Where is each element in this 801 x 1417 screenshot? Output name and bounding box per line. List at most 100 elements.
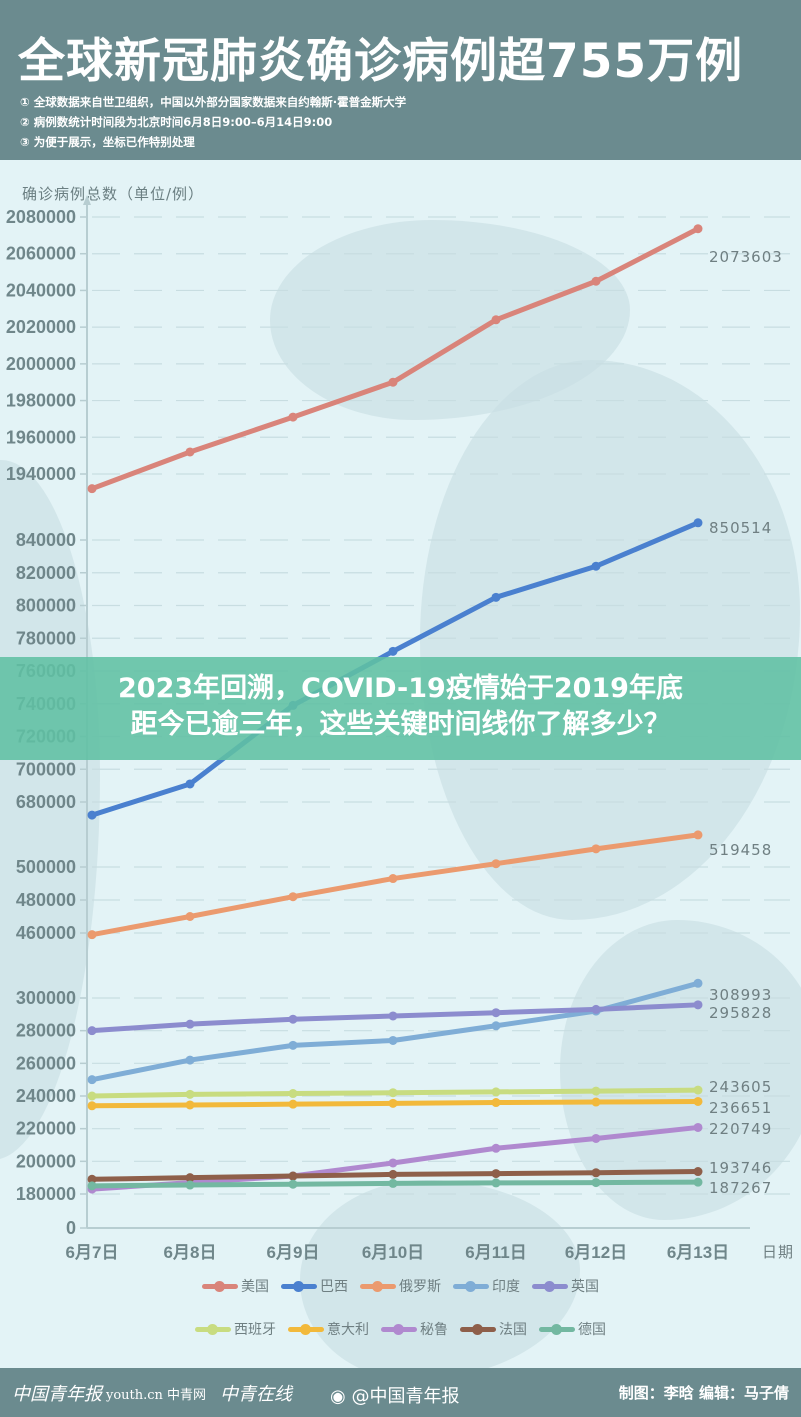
data-point[interactable] (87, 1101, 97, 1111)
data-point[interactable] (288, 412, 298, 422)
data-point[interactable] (185, 912, 195, 921)
data-point[interactable] (693, 224, 703, 234)
data-point[interactable] (185, 1055, 195, 1065)
logo-cyd: 中国青年报 (12, 1384, 102, 1405)
data-point[interactable] (185, 1019, 195, 1029)
data-point[interactable] (491, 1008, 501, 1018)
data-point[interactable] (87, 1026, 97, 1036)
data-point[interactable] (693, 1085, 703, 1095)
data-point[interactable] (591, 561, 601, 571)
data-point[interactable] (185, 1089, 195, 1099)
data-point[interactable] (591, 1168, 601, 1178)
data-point[interactable] (87, 1181, 97, 1191)
data-point[interactable] (693, 1167, 703, 1177)
data-point[interactable] (288, 892, 298, 902)
legend-label: 印度 (492, 1279, 520, 1295)
legend-item[interactable]: 美国 (202, 1276, 269, 1296)
legend-item[interactable]: 俄罗斯 (360, 1276, 441, 1296)
data-point[interactable] (693, 518, 703, 528)
legend-item[interactable]: 秘鲁 (381, 1319, 448, 1339)
data-point[interactable] (388, 1011, 398, 1021)
data-point[interactable] (591, 1004, 601, 1014)
data-point[interactable] (491, 1169, 501, 1179)
data-point[interactable] (591, 844, 601, 854)
end-value-label: 295828 (709, 1004, 772, 1022)
data-point[interactable] (288, 1040, 298, 1050)
data-point[interactable] (288, 1089, 298, 1099)
data-point[interactable] (693, 1000, 703, 1010)
data-point[interactable] (388, 1178, 398, 1188)
data-point[interactable] (388, 1035, 398, 1045)
data-point[interactable] (288, 1179, 298, 1189)
data-point[interactable] (87, 1091, 97, 1101)
weibo-handle: ◉ @中国青年报 (330, 1386, 460, 1407)
legend-label: 秘鲁 (420, 1322, 448, 1338)
data-point[interactable] (693, 830, 703, 840)
end-value-label: 193746 (709, 1159, 772, 1177)
data-point[interactable] (388, 646, 398, 656)
legend-label: 法国 (499, 1322, 527, 1338)
y-axis-label: 确诊病例总数（单位/例） (22, 185, 205, 203)
overlay-banner: 2023年回溯，COVID-19疫情始于2019年底 距今已逾三年，这些关键时间… (0, 657, 801, 760)
legend-item[interactable]: 西班牙 (195, 1319, 276, 1339)
data-point[interactable] (185, 779, 195, 789)
legend-item[interactable]: 印度 (453, 1276, 520, 1296)
legend-item[interactable]: 英国 (532, 1276, 599, 1296)
chart-title: 全球新冠肺炎确诊病例超755万例 (18, 34, 744, 89)
y-tick-label: 1980000 (6, 391, 76, 411)
data-point[interactable] (591, 1133, 601, 1143)
plot-area (0, 160, 801, 1368)
end-value-label: 187267 (709, 1179, 772, 1197)
data-point[interactable] (491, 859, 501, 869)
end-value-label: 220749 (709, 1120, 772, 1138)
data-point[interactable] (388, 1088, 398, 1098)
data-point[interactable] (693, 1122, 703, 1132)
legend-item[interactable]: 德国 (539, 1319, 606, 1339)
data-point[interactable] (388, 1169, 398, 1179)
y-tick-label: 220000 (16, 1119, 76, 1139)
end-value-label: 519458 (709, 841, 772, 859)
y-tick-label: 280000 (16, 1021, 76, 1041)
data-point[interactable] (288, 1171, 298, 1181)
data-point[interactable] (491, 1087, 501, 1097)
data-point[interactable] (388, 874, 398, 884)
data-point[interactable] (388, 377, 398, 387)
data-point[interactable] (591, 1086, 601, 1096)
data-point[interactable] (87, 1075, 97, 1085)
data-point[interactable] (185, 447, 195, 457)
data-point[interactable] (288, 1099, 298, 1109)
data-point[interactable] (87, 1174, 97, 1184)
data-point[interactable] (693, 978, 703, 988)
data-point[interactable] (491, 1021, 501, 1031)
data-point[interactable] (388, 1098, 398, 1108)
data-point[interactable] (591, 1097, 601, 1107)
series-line (89, 832, 701, 938)
credit: 制图：李晗 编辑：马子倩 (618, 1384, 789, 1402)
data-point[interactable] (288, 1014, 298, 1024)
legend-item[interactable]: 巴西 (281, 1276, 348, 1296)
data-point[interactable] (87, 930, 97, 940)
x-tick-label: 6月10日 (362, 1243, 424, 1262)
x-tick-label: 6月13日 (667, 1243, 729, 1262)
data-point[interactable] (87, 484, 97, 494)
legend-item[interactable]: 法国 (460, 1319, 527, 1339)
data-point[interactable] (388, 1158, 398, 1168)
data-point[interactable] (491, 592, 501, 602)
data-point[interactable] (185, 1173, 195, 1183)
data-point[interactable] (87, 810, 97, 820)
x-tick-label: 6月8日 (164, 1243, 217, 1262)
data-point[interactable] (491, 1143, 501, 1153)
legend-item[interactable]: 意大利 (288, 1319, 369, 1339)
y-tick-label: 680000 (16, 792, 76, 812)
data-point[interactable] (591, 276, 601, 286)
data-point[interactable] (185, 1100, 195, 1110)
data-point[interactable] (693, 1096, 703, 1106)
y-tick-label: 2080000 (6, 207, 76, 227)
data-point[interactable] (491, 315, 501, 325)
data-point[interactable] (185, 1180, 195, 1190)
data-point[interactable] (591, 1178, 601, 1188)
data-point[interactable] (491, 1178, 501, 1188)
data-point[interactable] (491, 1098, 501, 1108)
y-axis-arrow-icon (83, 195, 91, 205)
data-point[interactable] (693, 1177, 703, 1187)
